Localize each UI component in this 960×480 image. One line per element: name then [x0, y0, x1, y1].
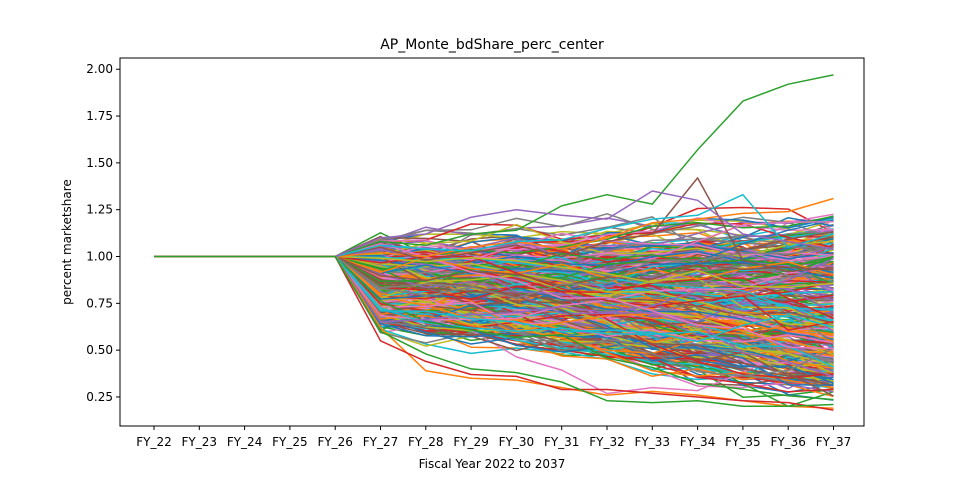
x-tick-label: FY_34 — [680, 435, 716, 449]
x-tick-label: FY_24 — [227, 435, 263, 449]
y-axis-ticks: 0.25 0.50 0.75 1.00 1.25 1.50 1.75 2.00 — [86, 62, 120, 404]
y-axis-label: percent marketshare — [60, 179, 74, 305]
x-tick-label: FY_28 — [408, 435, 444, 449]
plot-frame — [119, 57, 865, 427]
x-tick-label: FY_26 — [317, 435, 353, 449]
x-tick-label: FY_35 — [725, 435, 761, 449]
series-line — [154, 255, 834, 408]
y-tick-label: 1.00 — [86, 250, 113, 264]
y-tick-label: 1.50 — [86, 156, 113, 170]
x-tick-label: FY_32 — [589, 435, 625, 449]
x-tick-label: FY_30 — [499, 435, 535, 449]
y-tick-label: 1.75 — [86, 109, 113, 123]
y-tick-label: 0.50 — [86, 343, 113, 357]
x-axis-label: Fiscal Year 2022 to 2037 — [419, 457, 566, 471]
x-tick-label: FY_29 — [453, 435, 489, 449]
y-tick-label: 2.00 — [86, 62, 113, 76]
x-tick-label: FY_27 — [363, 435, 399, 449]
chart-title: AP_Monte_bdShare_perc_center — [380, 37, 604, 53]
x-tick-label: FY_36 — [770, 435, 806, 449]
x-tick-label: FY_33 — [635, 435, 671, 449]
y-tick-label: 1.25 — [86, 203, 113, 217]
x-tick-label: FY_25 — [272, 435, 308, 449]
y-tick-label: 0.25 — [86, 390, 113, 404]
x-tick-label: FY_31 — [544, 435, 580, 449]
x-tick-label: FY_22 — [136, 435, 172, 449]
y-tick-label: 0.75 — [86, 296, 113, 310]
x-tick-label: FY_23 — [182, 435, 218, 449]
x-tick-label: FY_37 — [816, 435, 852, 449]
x-axis-ticks: FY_22 FY_23 FY_24 FY_25 FY_26 FY_27 FY_28 FY_29… — [136, 426, 851, 449]
series-layer — [154, 74, 834, 411]
